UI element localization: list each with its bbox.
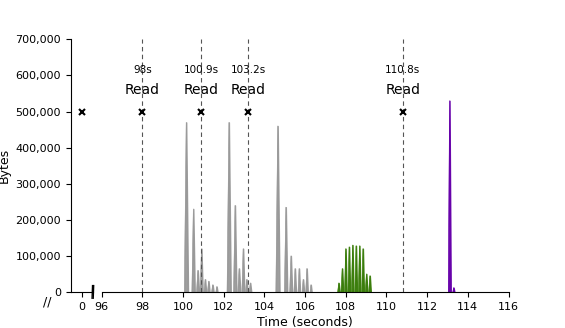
Text: 100.9s: 100.9s [184,66,219,75]
Y-axis label: Bytes: Bytes [0,148,11,183]
Text: Read: Read [184,83,219,97]
Text: Read: Read [231,83,266,97]
Text: 98s: 98s [133,66,152,75]
Text: Read: Read [125,83,160,97]
X-axis label: Time (seconds): Time (seconds) [257,316,353,328]
Text: //: // [42,295,51,308]
Text: 103.2s: 103.2s [231,66,266,75]
Text: Read: Read [385,83,420,97]
Text: 110.8s: 110.8s [385,66,420,75]
